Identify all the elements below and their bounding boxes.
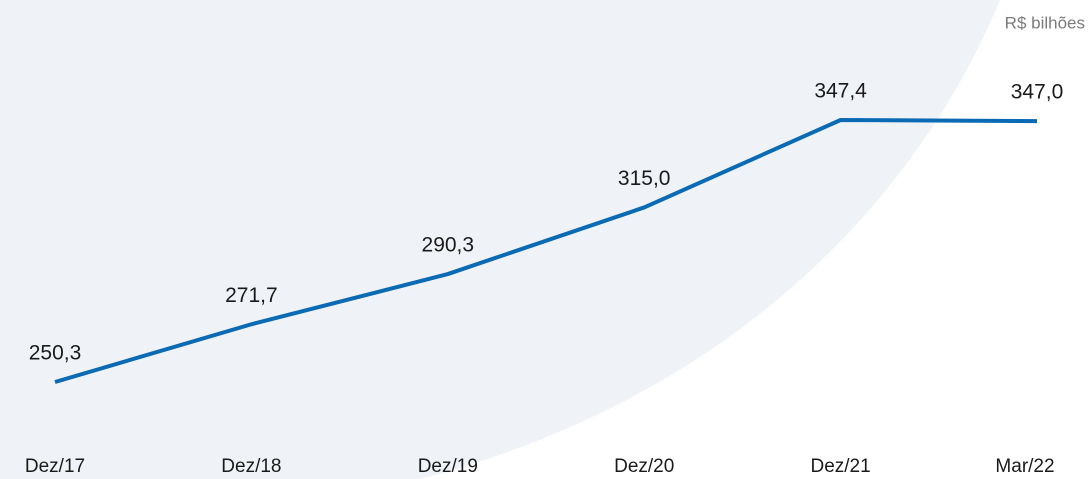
background-shape [0,0,1000,479]
data-label: 347,0 [1011,81,1064,104]
x-tick-label: Dez/17 [25,456,85,477]
data-label: 290,3 [422,234,475,257]
data-label: 250,3 [29,342,82,365]
data-label: 271,7 [225,284,278,307]
x-tick-label: Dez/21 [810,456,870,477]
x-tick-label: Mar/22 [995,456,1054,477]
data-label: 315,0 [618,167,671,190]
data-line [54,118,1038,384]
x-tick-label: Dez/18 [221,456,281,477]
x-tick-label: Dez/19 [418,456,478,477]
unit-label: R$ bilhões [1005,13,1085,32]
data-label: 347,4 [814,80,867,103]
x-tick-label: Dez/20 [614,456,674,477]
